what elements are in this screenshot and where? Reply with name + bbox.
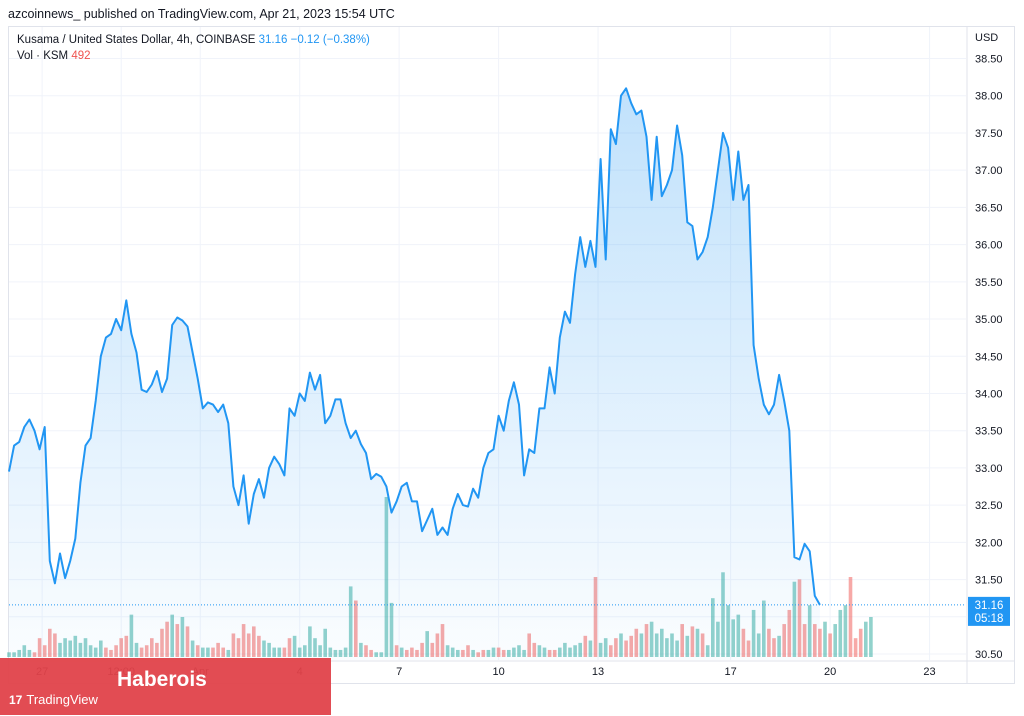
price-line (8, 87, 821, 606)
price-tick-label: 33.50 (975, 426, 1003, 438)
price-tick-label: 38.00 (975, 91, 1003, 103)
volume-bar (853, 638, 858, 657)
volume-title: Vol · KSM (17, 50, 69, 62)
countdown-label: 05:18 (975, 613, 1004, 625)
chart-frame (8, 26, 1015, 684)
watermark-banner (0, 658, 331, 715)
volume-bar (869, 617, 873, 657)
price-tick-label: 34.00 (975, 388, 1003, 400)
price-area (9, 88, 820, 661)
volume-bar (833, 624, 837, 657)
price-axis-labels: 30.5031.0031.5032.0032.5033.0033.5034.00… (975, 54, 1003, 662)
watermark-name: Haberois (117, 668, 207, 691)
last-price: 31.16 (258, 34, 288, 46)
volume-legend: Vol · KSM 492 (17, 50, 91, 62)
price-tick-label: 38.50 (975, 54, 1003, 66)
price-tick-label: 36.00 (975, 240, 1003, 252)
price-tick-label: 35.50 (975, 277, 1003, 289)
price-change: −0.12 (−0.38%) (290, 34, 370, 46)
publish-info: azcoinnews_ published on TradingView.com… (8, 7, 395, 21)
time-tick-label: 13 (592, 666, 604, 678)
price-tick-label: 35.00 (975, 314, 1003, 326)
price-tick-label: 32.50 (975, 500, 1003, 512)
volume-bar (823, 621, 827, 657)
volume-bar (843, 605, 848, 657)
price-tick-label: 31.50 (975, 575, 1003, 587)
tradingview-logo[interactable]: 17 TradingView (9, 692, 98, 707)
time-tick-label: 23 (923, 666, 935, 678)
price-tick-label: 37.50 (975, 128, 1003, 140)
price-tick-label: 34.50 (975, 351, 1003, 363)
symbol-title: Kusama / United States Dollar, 4h, COINB… (17, 34, 256, 46)
time-tick-label: 10 (492, 666, 504, 678)
last-price-label: 31.16 (975, 600, 1004, 612)
volume-bar (848, 577, 853, 657)
volume-bar (828, 633, 832, 657)
last-price-badge: 31.16 05:18 (968, 596, 1010, 626)
symbol-legend: Kusama / United States Dollar, 4h, COINB… (17, 34, 370, 46)
time-tick-label: 17 (725, 666, 737, 678)
price-tick-label: 36.50 (975, 202, 1003, 214)
price-tick-label: 30.50 (975, 649, 1003, 661)
volume-bar (864, 621, 868, 657)
volume-bar (858, 628, 863, 657)
volume-bar (838, 609, 843, 657)
axis-currency: USD (975, 32, 998, 44)
tradingview-logo-icon: 17 (9, 693, 23, 707)
tradingview-logo-text: TradingView (26, 692, 98, 707)
time-tick-label: 20 (824, 666, 836, 678)
time-tick-label: 7 (396, 666, 402, 678)
price-tick-label: 32.00 (975, 537, 1003, 549)
price-tick-label: 37.00 (975, 165, 1003, 177)
volume-value: 492 (71, 50, 91, 62)
price-tick-label: 33.00 (975, 463, 1003, 475)
